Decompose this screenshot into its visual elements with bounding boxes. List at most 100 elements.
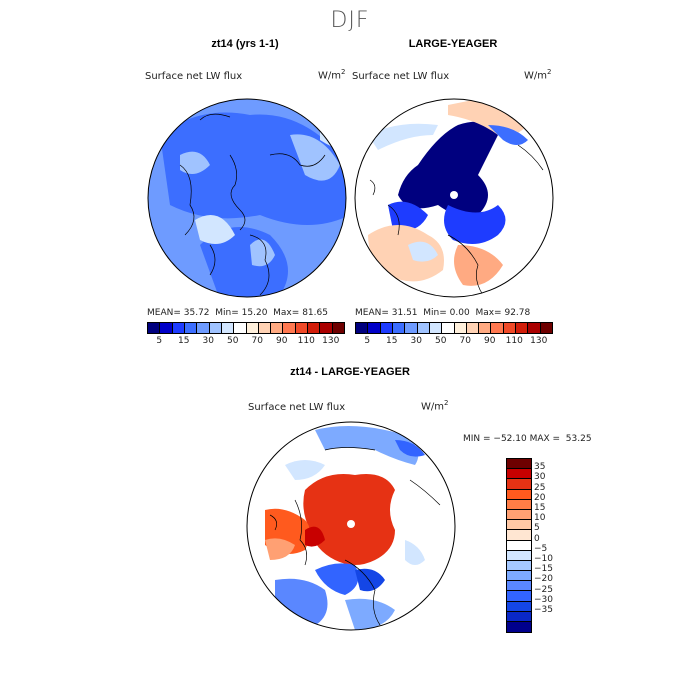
colorbar-swatch — [308, 323, 321, 333]
colorbar-tick-label: 5 — [156, 336, 163, 346]
colorbar-swatch — [295, 323, 309, 333]
colorbar-tick-label: 10 — [534, 513, 546, 524]
variable-label-left: Surface net LW flux — [145, 71, 243, 82]
colorbar-swatch — [271, 323, 284, 333]
colorbar-swatch — [507, 581, 531, 592]
colorbar-tick-label: 50 — [227, 336, 239, 346]
colorbar-ticks-diff: 35 30 25 20 15 10 5 0 −5 −10 −15 −20 −25 −30 −35 — [534, 458, 574, 633]
stats-left: MEAN= 35.72 Min= 15.20 Max= 81.65 — [147, 308, 328, 318]
figure-title: DJF — [330, 8, 370, 33]
variable-label-diff: Surface net LW flux — [248, 402, 346, 413]
colorbar-swatch — [184, 323, 198, 333]
variable-label-right: Surface net LW flux — [352, 71, 450, 82]
colorbar-tick-label: 20 — [534, 492, 546, 503]
colorbar-tick-label: 15 — [534, 503, 546, 513]
colorbar-swatch — [507, 591, 531, 602]
colorbar-tick-label: 15 — [178, 336, 190, 346]
colorbar-swatch — [507, 469, 531, 480]
colorbar-swatch — [332, 323, 344, 333]
panel-title-diff: zt14 - LARGE-YEAGER — [290, 366, 410, 378]
colorbar-tick-label: −25 — [534, 584, 553, 595]
colorbar-swatch — [197, 323, 210, 333]
units-left: W/m2 — [318, 68, 346, 82]
colorbar-swatch — [283, 323, 296, 333]
colorbar-tick-label: −20 — [534, 574, 553, 585]
colorbar-swatch — [405, 323, 418, 333]
colorbar-swatch — [221, 323, 235, 333]
colorbar-swatch — [516, 323, 529, 333]
colorbar-swatch — [507, 611, 531, 622]
colorbar-ticks-right: 5 15 30 50 70 90 110 130 — [355, 336, 551, 348]
colorbar-swatch — [507, 479, 531, 490]
units-right: W/m2 — [524, 68, 552, 82]
colorbar-swatch — [258, 323, 272, 333]
minmax-diff: MIN = −52.10 MAX = 53.25 — [463, 434, 592, 444]
colorbar-tick-label: 15 — [386, 336, 398, 346]
colorbar-swatch — [491, 323, 504, 333]
colorbar-tick-label: 90 — [276, 336, 288, 346]
colorbar-tick-label: 35 — [534, 462, 546, 473]
colorbar-swatch — [442, 323, 455, 333]
panel-title-left: zt14 (yrs 1-1) — [211, 38, 279, 50]
panel-title-right: LARGE-YEAGER — [408, 38, 498, 50]
colorbar-swatch — [507, 499, 531, 510]
colorbar-tick-label: 70 — [251, 336, 263, 346]
colorbar-tick-label: −10 — [534, 554, 553, 564]
polar-map-right — [354, 98, 554, 298]
colorbar-swatch — [320, 323, 333, 333]
colorbar-tick-label: 130 — [530, 336, 548, 346]
colorbar-swatch — [507, 601, 531, 612]
colorbar-tick-label: −30 — [534, 594, 553, 605]
colorbar-swatch — [507, 550, 531, 561]
colorbar-tick-label: −5 — [534, 543, 548, 554]
colorbar-swatch — [417, 323, 430, 333]
colorbar-swatch — [507, 489, 531, 500]
colorbar-left — [147, 322, 345, 334]
colorbar-tick-label: 5 — [534, 523, 540, 534]
units-diff: W/m2 — [421, 399, 449, 413]
colorbar-ticks-left: 5 15 30 50 70 90 110 130 — [147, 336, 343, 348]
colorbar-tick-label: 70 — [459, 336, 471, 346]
stats-right: MEAN= 31.51 Min= 0.00 Max= 92.78 — [355, 308, 531, 318]
colorbar-swatch — [160, 323, 173, 333]
colorbar-swatch — [368, 323, 381, 333]
colorbar-tick-label: 30 — [410, 336, 422, 346]
colorbar-tick-label: 130 — [322, 336, 340, 346]
colorbar-swatch — [429, 323, 443, 333]
colorbar-swatch — [479, 323, 492, 333]
colorbar-swatch — [380, 323, 393, 333]
colorbar-tick-label: 50 — [435, 336, 447, 346]
colorbar-tick-label: 30 — [202, 336, 214, 346]
colorbar-tick-label: 25 — [534, 482, 546, 493]
colorbar-tick-label: 0 — [534, 533, 540, 544]
colorbar-tick-label: 90 — [484, 336, 496, 346]
colorbar-swatch — [209, 323, 222, 333]
colorbar-swatch — [507, 459, 531, 470]
colorbar-swatch — [507, 520, 531, 531]
colorbar-swatch — [507, 530, 531, 541]
colorbar-right — [355, 322, 553, 334]
colorbar-tick-label: 5 — [364, 336, 371, 346]
colorbar-diff — [506, 458, 532, 634]
colorbar-swatch — [540, 323, 552, 333]
colorbar-swatch — [507, 571, 531, 582]
colorbar-swatch — [392, 323, 406, 333]
colorbar-swatch — [507, 509, 531, 521]
colorbar-swatch — [528, 323, 541, 333]
colorbar-swatch — [466, 323, 480, 333]
polar-map-left — [147, 98, 347, 298]
colorbar-swatch — [454, 323, 467, 333]
colorbar-swatch — [172, 323, 185, 333]
polar-map-diff — [246, 421, 456, 631]
colorbar-tick-label: −35 — [534, 605, 553, 615]
colorbar-swatch — [234, 323, 247, 333]
colorbar-swatch — [148, 323, 161, 333]
colorbar-tick-label: 110 — [505, 336, 523, 346]
colorbar-swatch — [507, 560, 531, 572]
colorbar-tick-label: 110 — [297, 336, 315, 346]
colorbar-tick-label: 30 — [534, 472, 546, 483]
colorbar-swatch — [507, 622, 531, 633]
colorbar-swatch — [246, 323, 259, 333]
colorbar-swatch — [507, 540, 531, 551]
colorbar-tick-label: −15 — [534, 564, 553, 575]
